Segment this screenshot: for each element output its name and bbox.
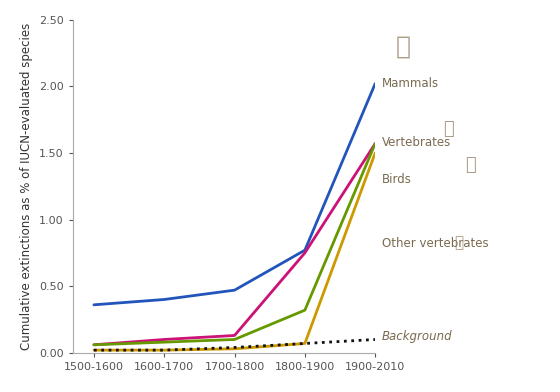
Text: Mammals: Mammals [382, 77, 439, 90]
Text: 🦌: 🦌 [396, 35, 410, 59]
Text: Other vertebrates: Other vertebrates [382, 237, 489, 250]
Text: Background: Background [382, 330, 453, 343]
Text: Vertebrates: Vertebrates [382, 136, 451, 149]
Text: Birds: Birds [382, 173, 412, 186]
Text: 🦌: 🦌 [442, 120, 454, 138]
Text: 🐊: 🐊 [455, 236, 464, 250]
Text: 🐦: 🐦 [465, 156, 476, 174]
Y-axis label: Cumulative extinctions as % of IUCN-evaluated species: Cumulative extinctions as % of IUCN-eval… [21, 23, 34, 350]
